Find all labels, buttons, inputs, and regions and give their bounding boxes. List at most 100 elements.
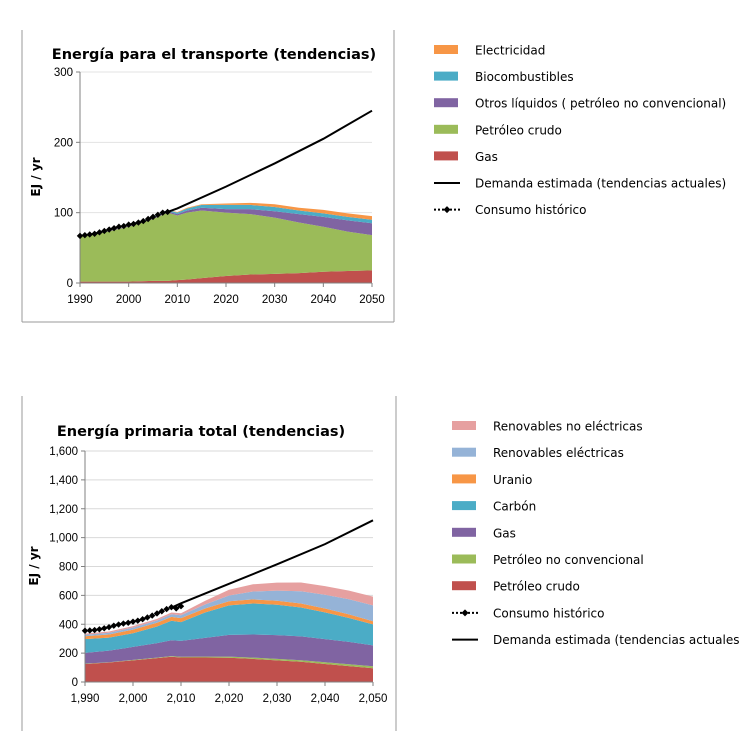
transport-point-consumo-historico <box>140 217 147 225</box>
primary-point-consumo-historico <box>96 626 103 633</box>
primary-legend-label-gas: Gas <box>493 526 516 540</box>
transport-point-consumo-historico <box>115 223 123 230</box>
transport-x-tick-label: 2040 <box>311 294 337 306</box>
transport-x-tick-label: 2000 <box>116 294 142 306</box>
primary-legend-swatch-petroleo-crudo <box>452 581 476 591</box>
transport-legend-swatch-gas <box>434 151 458 161</box>
primary-y-tick-label: 0 <box>72 677 78 689</box>
primary-legend-label-consumo-historico: Consumo histórico <box>493 606 604 620</box>
transport-line-demanda-estimada <box>167 109 373 213</box>
primary-y-tick-label: 1,000 <box>49 533 78 545</box>
transport-legend-swatch-electricidad <box>434 45 458 54</box>
transport-point-consumo-historico <box>149 213 157 221</box>
primary-area-gas <box>85 634 373 667</box>
primary-y-tick-label: 400 <box>59 619 78 631</box>
transport-y-tick-label: 300 <box>54 67 73 79</box>
primary-y-tick-label: 1,200 <box>49 504 78 516</box>
primary-point-consumo-historico <box>101 625 108 632</box>
primary-area-uranio <box>85 599 373 640</box>
primary-legend-label-renovables-electricas: Renovables eléctricas <box>493 446 624 460</box>
primary-point-consumo-historico <box>163 605 170 613</box>
transport-point-consumo-historico <box>125 221 132 228</box>
primary-y-tick-label: 1,600 <box>49 446 78 458</box>
primary-point-consumo-historico <box>120 620 127 627</box>
transport-x-tick-label: 2050 <box>359 294 385 306</box>
chart-primary-legend: Renovables no eléctricas Renovables eléct… <box>452 420 739 647</box>
transport-x-tick-label: 2020 <box>213 294 239 306</box>
primary-y-tick-label: 600 <box>59 590 78 602</box>
transport-area-petroleo-crudo <box>80 210 372 282</box>
primary-legend-swatch-renovables-electricas <box>452 447 476 457</box>
transport-x-tick-label: 2030 <box>262 294 288 306</box>
transport-legend-label-otros-liquidos-petroleo-no-convencional: Otros líquidos ( petróleo no convenciona… <box>475 97 726 111</box>
primary-point-consumo-historico <box>144 614 151 621</box>
primary-area-petroleo-no-convencional <box>85 656 373 669</box>
transport-area-otros-liquidos-petroleo-no-convencional <box>80 207 372 237</box>
primary-point-consumo-historico <box>173 605 180 612</box>
primary-legend-swatch-gas <box>452 527 476 537</box>
primary-area-renovables-no-electricas <box>85 582 373 635</box>
transport-x-tick-label: 1990 <box>67 294 93 306</box>
primary-legend-label-carbon: Carbón <box>493 500 536 514</box>
transport-legend-swatch-petroleo-crudo <box>434 124 458 134</box>
transport-point-consumo-historico <box>110 224 118 232</box>
transport-legend-swatch-biocombustibles <box>434 71 458 81</box>
primary-y-tick-label: 800 <box>59 562 78 574</box>
transport-x-tick-label: 2010 <box>165 294 191 306</box>
primary-point-consumo-historico <box>86 627 93 634</box>
primary-legend-swatch-petroleo-no-convencional <box>452 554 476 564</box>
primary-area-carbon <box>85 603 373 653</box>
transport-legend-label-electricidad: Electricidad <box>475 44 545 58</box>
primary-x-tick-label: 1,990 <box>71 693 100 705</box>
transport-point-consumo-historico <box>135 219 142 226</box>
transport-y-tick-label: 0 <box>67 278 73 290</box>
chart-primary-title: Energía primaria total (tendencias) <box>57 424 345 440</box>
chart-transport: Energía para el transporte (tendencias) … <box>21 30 726 323</box>
transport-legend-label-gas: Gas <box>475 150 498 164</box>
primary-legend-swatch-carbon <box>452 501 476 511</box>
primary-point-consumo-historico <box>158 608 165 615</box>
primary-y-tick-label: 200 <box>59 648 78 660</box>
transport-point-consumo-historico <box>81 231 89 239</box>
primary-area-petroleo-crudo <box>85 656 373 682</box>
primary-x-tick-label: 2,000 <box>119 693 148 705</box>
transport-point-consumo-historico <box>159 209 166 216</box>
transport-point-consumo-historico <box>120 222 127 230</box>
primary-point-consumo-historico <box>139 615 146 623</box>
primary-legend-label-petroleo-crudo: Petróleo crudo <box>493 580 580 594</box>
primary-point-consumo-historico <box>105 623 113 631</box>
primary-point-consumo-historico <box>125 619 132 627</box>
primary-area-renovables-electricas <box>85 590 373 637</box>
chart-primary-ylabel: EJ / yr <box>27 546 41 585</box>
primary-legend-swatch-renovables-no-electricas <box>452 421 476 430</box>
primary-x-tick-label: 2,030 <box>263 693 292 705</box>
transport-y-tick-label: 200 <box>54 137 73 149</box>
transport-point-consumo-historico <box>130 220 137 228</box>
transport-legend-label-petroleo-crudo: Petróleo crudo <box>475 123 562 137</box>
primary-point-consumo-historico <box>149 612 156 619</box>
chart-transport-plot: 0 100 200 300 1990 2000 2010 2020 2030 2040 2050 <box>54 67 385 306</box>
primary-legend-marker-consumo <box>461 609 469 617</box>
transport-point-consumo-historico <box>144 215 152 223</box>
chart-primary: Energía primaria total (tendencias) EJ /… <box>21 396 739 731</box>
transport-point-consumo-historico <box>164 208 171 216</box>
primary-point-consumo-historico <box>153 610 161 617</box>
primary-legend-swatch-uranio <box>452 474 476 484</box>
transport-y-tick-label: 100 <box>54 208 73 220</box>
primary-legend-label-uranio: Uranio <box>493 473 532 487</box>
primary-legend-label-petroleo-no-convencional: Petróleo no convencional <box>493 553 644 567</box>
primary-point-consumo-historico <box>129 618 137 625</box>
primary-y-tick-label: 1,400 <box>49 475 78 487</box>
transport-legend-label-biocombustibles: Biocombustibles <box>475 70 574 84</box>
primary-line-demanda-estimada <box>170 519 374 609</box>
transport-point-consumo-historico <box>101 227 108 235</box>
transport-legend-swatch-otros-liquidos-petroleo-no-convencional <box>434 98 458 108</box>
transport-legend-marker-consumo <box>443 206 451 214</box>
chart-transport-ylabel: EJ / yr <box>29 157 43 196</box>
transport-point-consumo-historico <box>96 229 103 236</box>
primary-point-consumo-historico <box>91 626 98 634</box>
chart-transport-legend: Electricidad Biocombustibles Otros líquido… <box>434 44 726 217</box>
primary-point-consumo-historico <box>81 627 89 634</box>
transport-point-consumo-historico <box>86 231 93 238</box>
